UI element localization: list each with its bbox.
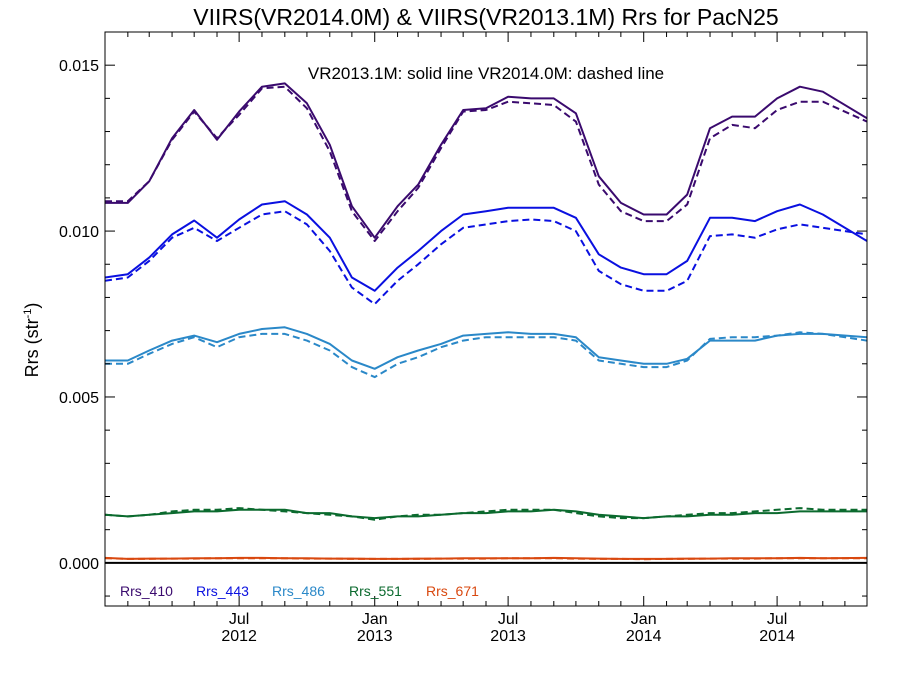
axes-group: 0.0000.0050.0100.015Jul2012Jan2013Jul201… bbox=[59, 31, 868, 645]
x-tick-label-month: Jan bbox=[362, 611, 388, 628]
series-line-rrs-443-dashed bbox=[105, 210, 867, 306]
y-tick-label: 0.010 bbox=[59, 224, 99, 241]
y-axis-label-main: Rrs (str bbox=[22, 318, 42, 377]
x-tick-label-year: 2014 bbox=[626, 628, 662, 645]
y-tick-label: 0.000 bbox=[59, 556, 99, 573]
x-tick-label-year: 2013 bbox=[490, 628, 526, 645]
series-line-rrs-551-dashed bbox=[105, 507, 867, 521]
x-tick-label-month: Jan bbox=[631, 611, 657, 628]
x-tick-label-month: Jul bbox=[229, 611, 249, 628]
x-tick-label-year: 2013 bbox=[357, 628, 393, 645]
series-line-rrs-410-dashed bbox=[105, 85, 867, 242]
legend: Rrs_410 Rrs_443 Rrs_486 Rrs_551 Rrs_671 bbox=[120, 583, 479, 599]
plot-frame bbox=[104, 31, 868, 607]
legend-item-rrs-486: Rrs_486 bbox=[272, 583, 325, 599]
x-tick-label-month: Jul bbox=[767, 611, 787, 628]
series-line-rrs-410-solid bbox=[105, 82, 867, 239]
y-axis-label-close: ) bbox=[22, 303, 42, 309]
x-tick-label-month: Jul bbox=[498, 611, 518, 628]
series-line-rrs-486-solid bbox=[105, 326, 867, 370]
chart-title: VIIRS(VR2014.0M) & VIIRS(VR2013.1M) Rrs … bbox=[193, 4, 778, 30]
line-style-annotation: VR2013.1M: solid line VR2014.0M: dashed … bbox=[308, 64, 664, 83]
series-line-rrs-551-solid bbox=[105, 508, 867, 520]
legend-item-rrs-551: Rrs_551 bbox=[349, 583, 402, 599]
series-line-rrs-443-solid bbox=[105, 200, 867, 292]
y-tick-label: 0.005 bbox=[59, 390, 99, 407]
y-axis-label-superscript: -1 bbox=[22, 309, 34, 319]
legend-item-rrs-410: Rrs_410 bbox=[120, 583, 173, 599]
x-tick-label-year: 2014 bbox=[759, 628, 795, 645]
series-line-rrs-671-dashed bbox=[105, 557, 867, 561]
legend-item-rrs-443: Rrs_443 bbox=[196, 583, 249, 599]
y-tick-label: 0.015 bbox=[59, 58, 99, 75]
y-axis-label: Rrs (str-1) bbox=[22, 303, 42, 378]
series-group bbox=[105, 82, 867, 561]
series-line-rrs-486-dashed bbox=[105, 331, 867, 379]
x-tick-label-year: 2012 bbox=[221, 628, 257, 645]
legend-item-rrs-671: Rrs_671 bbox=[426, 583, 479, 599]
